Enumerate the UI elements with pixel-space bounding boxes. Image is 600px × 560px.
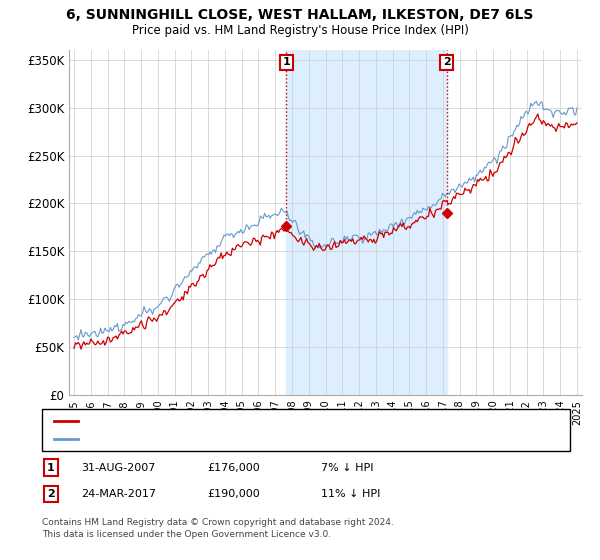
- Text: 31-AUG-2007: 31-AUG-2007: [81, 463, 155, 473]
- Text: HPI: Average price, detached house, Erewash: HPI: Average price, detached house, Erew…: [84, 434, 321, 444]
- Text: 2: 2: [47, 489, 55, 499]
- Text: Contains HM Land Registry data © Crown copyright and database right 2024.: Contains HM Land Registry data © Crown c…: [42, 518, 394, 527]
- Text: This data is licensed under the Open Government Licence v3.0.: This data is licensed under the Open Gov…: [42, 530, 331, 539]
- Text: 24-MAR-2017: 24-MAR-2017: [81, 489, 156, 499]
- Text: Price paid vs. HM Land Registry's House Price Index (HPI): Price paid vs. HM Land Registry's House …: [131, 24, 469, 36]
- Text: 2: 2: [443, 58, 451, 67]
- Text: 11% ↓ HPI: 11% ↓ HPI: [321, 489, 380, 499]
- Bar: [286, 50, 447, 395]
- Text: £190,000: £190,000: [207, 489, 260, 499]
- Text: 6, SUNNINGHILL CLOSE, WEST HALLAM, ILKESTON, DE7 6LS (detached house): 6, SUNNINGHILL CLOSE, WEST HALLAM, ILKES…: [84, 416, 490, 426]
- Text: 1: 1: [283, 58, 290, 67]
- Text: £176,000: £176,000: [207, 463, 260, 473]
- Text: 6, SUNNINGHILL CLOSE, WEST HALLAM, ILKESTON, DE7 6LS: 6, SUNNINGHILL CLOSE, WEST HALLAM, ILKES…: [67, 8, 533, 22]
- Text: 1: 1: [47, 463, 55, 473]
- Text: 7% ↓ HPI: 7% ↓ HPI: [321, 463, 373, 473]
